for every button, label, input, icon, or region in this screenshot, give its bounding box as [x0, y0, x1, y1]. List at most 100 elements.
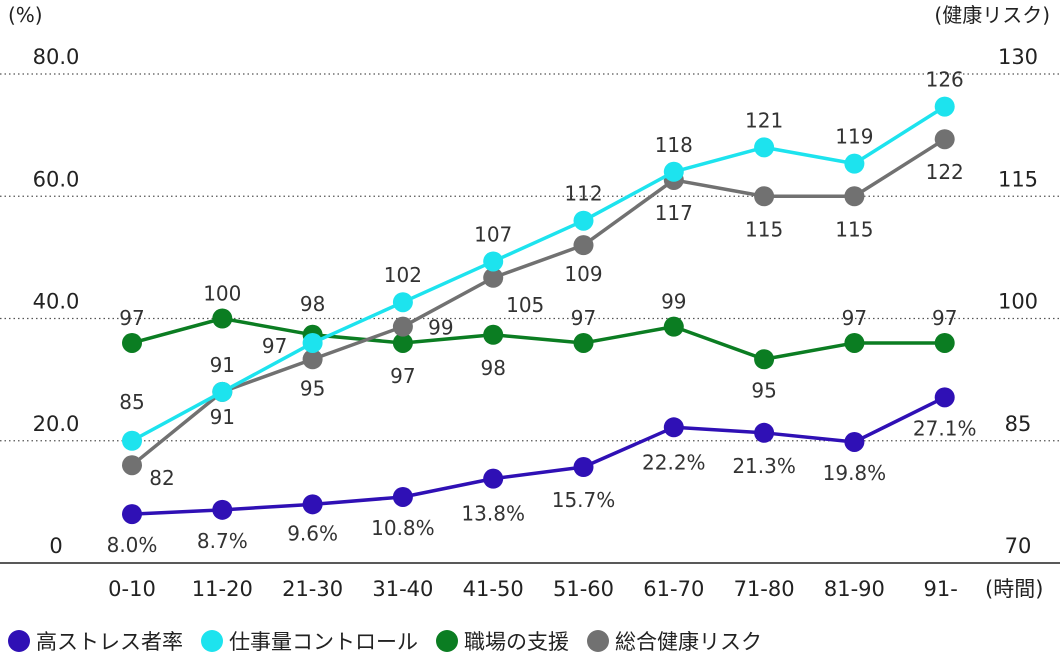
data-point [392, 332, 413, 353]
y-tick-label-right: 85 [1005, 412, 1032, 436]
data-point [844, 153, 865, 174]
data-label: 8.0% [107, 533, 158, 557]
data-point [122, 455, 142, 476]
legend-marker-icon [587, 630, 609, 652]
data-point [934, 129, 955, 150]
data-label: 9.6% [287, 521, 338, 545]
data-label: 95 [300, 376, 325, 400]
data-label: 91 [210, 353, 235, 377]
data-point [573, 210, 594, 231]
data-point [212, 499, 233, 520]
data-point [302, 332, 323, 353]
x-tick-label: 81-90 [824, 577, 885, 601]
data-label: 115 [835, 217, 873, 241]
data-point [663, 316, 684, 337]
data-point [663, 417, 684, 438]
data-point [754, 349, 775, 370]
data-point [934, 387, 955, 408]
x-tick-label: 0-10 [108, 577, 156, 601]
y-tick-label-left: 20.0 [33, 412, 80, 436]
data-label: 117 [655, 201, 693, 225]
series-line [131, 395, 946, 516]
data-label: 97 [842, 306, 867, 330]
data-point [573, 332, 594, 353]
legend: 高ストレス者率 仕事量コントロール 職場の支援 総合健康リスク [8, 626, 762, 656]
series-lines [122, 96, 955, 525]
y-tick-label-left: 80.0 [33, 45, 80, 69]
y-tick-label-right: 70 [1005, 534, 1032, 558]
data-label: 97 [119, 306, 144, 330]
data-label: 107 [474, 222, 512, 246]
data-labels: 97 100 98 97 98 97 99 95 97 97 82 91 95 99 105 109 117 11… [107, 68, 977, 557]
y-tick-label-left: 40.0 [33, 290, 80, 314]
data-label: 102 [384, 263, 422, 287]
legend-marker-icon [8, 630, 30, 652]
data-label: 13.8% [461, 502, 525, 526]
data-label: 10.8% [371, 516, 435, 540]
data-point [392, 292, 413, 313]
data-label: 97 [390, 364, 415, 388]
data-label: 82 [149, 466, 174, 490]
data-label: 105 [506, 293, 544, 317]
data-label: 8.7% [197, 529, 248, 553]
data-label: 97 [932, 306, 957, 330]
data-label: 27.1% [913, 416, 977, 440]
y-tick-label-right: 100 [998, 290, 1038, 314]
data-point [483, 267, 504, 288]
data-label: 119 [835, 125, 873, 149]
data-label: 21.3% [732, 454, 796, 478]
x-tick-label: 11-20 [192, 577, 253, 601]
data-label: 99 [661, 290, 686, 314]
y-tick-label-right: 130 [998, 45, 1038, 69]
data-point [302, 349, 323, 370]
data-label: 85 [119, 390, 144, 414]
legend-label: 職場の支援 [464, 630, 569, 654]
line-chart: 0 70 20.0 85 40.0 100 60.0 115 80.0 130 0-10 11-20 2… [0, 3, 1060, 601]
data-point [844, 186, 865, 207]
x-tick-label: 31-40 [372, 577, 433, 601]
series-line [130, 137, 946, 467]
legend-item-workplace-support: 職場の支援 [436, 626, 569, 656]
data-point [392, 316, 413, 337]
data-label: 98 [480, 356, 505, 380]
data-point [212, 381, 233, 402]
data-point [573, 235, 594, 256]
left-axis-unit: (%) [8, 3, 43, 27]
data-label: 126 [926, 68, 964, 92]
series-line [131, 316, 945, 361]
legend-label: 高ストレス者率 [36, 630, 183, 654]
data-point [392, 486, 413, 507]
data-point [754, 422, 775, 443]
data-point [483, 324, 504, 345]
data-point [844, 332, 865, 353]
legend-item-total-risk: 総合健康リスク [587, 626, 762, 656]
data-point [483, 468, 504, 489]
data-point [483, 251, 504, 272]
data-label: 98 [300, 292, 325, 316]
x-tick-label: 61-70 [643, 577, 704, 601]
series-line [131, 105, 946, 443]
data-label: 100 [203, 282, 241, 306]
data-label: 97 [571, 306, 596, 330]
data-label: 115 [745, 217, 783, 241]
data-point [122, 430, 142, 451]
grid-lines [0, 73, 1060, 442]
data-point [212, 308, 233, 329]
y-tick-label-right: 115 [998, 167, 1038, 191]
y-tick-label-left: 0 [49, 534, 62, 558]
data-point [934, 96, 955, 117]
x-tick-label: 91- [924, 577, 958, 601]
legend-marker-icon [436, 630, 458, 652]
data-point [754, 186, 775, 207]
x-tick-label: 71-80 [734, 577, 795, 601]
data-point [302, 494, 323, 515]
data-label: 22.2% [642, 450, 706, 474]
x-tick-label: 51-60 [553, 577, 614, 601]
data-label: 95 [751, 378, 776, 402]
legend-item-high-stress: 高ストレス者率 [8, 626, 183, 656]
x-tick-label: 21-30 [282, 577, 343, 601]
x-tick-label: 41-50 [463, 577, 524, 601]
right-axis-unit: (健康リスク) [934, 3, 1050, 27]
data-point [573, 457, 594, 478]
legend-item-workload-control: 仕事量コントロール [201, 626, 418, 656]
